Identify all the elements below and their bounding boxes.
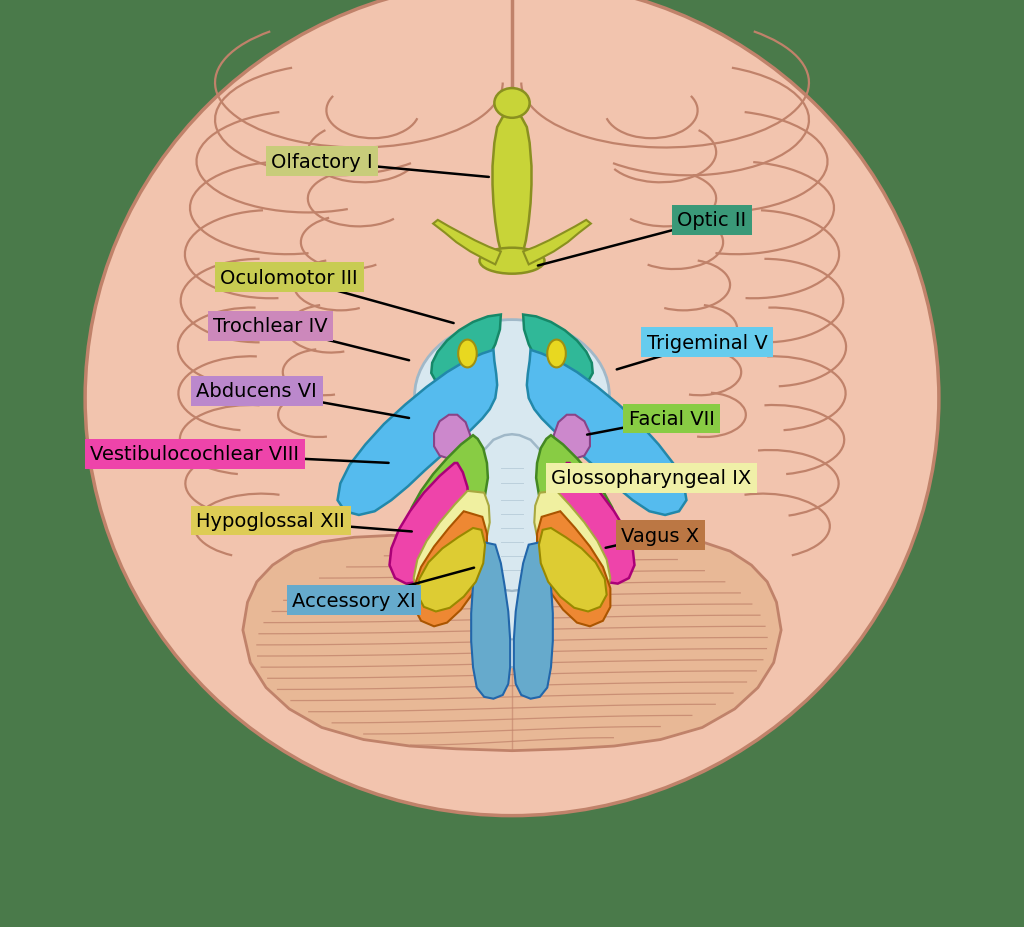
Text: Hypoglossal XII: Hypoglossal XII <box>197 512 345 530</box>
Polygon shape <box>493 113 531 260</box>
Polygon shape <box>554 415 590 460</box>
Ellipse shape <box>495 89 529 119</box>
Polygon shape <box>389 464 468 584</box>
Ellipse shape <box>479 248 545 274</box>
Polygon shape <box>492 590 532 660</box>
Polygon shape <box>338 350 498 515</box>
Polygon shape <box>406 436 487 560</box>
Polygon shape <box>539 528 606 612</box>
Text: Oculomotor III: Oculomotor III <box>220 269 358 287</box>
Text: Optic II: Optic II <box>677 211 746 230</box>
Polygon shape <box>527 350 686 515</box>
Text: Vagus X: Vagus X <box>622 527 699 545</box>
Text: Vestibulocochlear VIII: Vestibulocochlear VIII <box>90 445 299 464</box>
Polygon shape <box>471 542 510 699</box>
Polygon shape <box>537 512 610 627</box>
Polygon shape <box>243 536 781 751</box>
Polygon shape <box>434 415 470 460</box>
Ellipse shape <box>547 340 566 368</box>
Text: Abducens VI: Abducens VI <box>197 382 317 400</box>
Polygon shape <box>418 528 485 612</box>
Polygon shape <box>535 491 610 601</box>
Ellipse shape <box>458 340 477 368</box>
Polygon shape <box>433 221 501 265</box>
Ellipse shape <box>85 0 939 816</box>
Text: Trigeminal V: Trigeminal V <box>646 334 767 352</box>
Text: Glossopharyngeal IX: Glossopharyngeal IX <box>551 469 752 488</box>
Ellipse shape <box>415 321 609 474</box>
Polygon shape <box>537 436 618 560</box>
Text: Olfactory I: Olfactory I <box>271 153 373 171</box>
Polygon shape <box>414 512 487 627</box>
Polygon shape <box>556 464 635 584</box>
Text: Trochlear IV: Trochlear IV <box>213 317 328 336</box>
Text: Accessory XI: Accessory XI <box>293 591 416 610</box>
Polygon shape <box>523 221 591 265</box>
Polygon shape <box>431 315 501 387</box>
Text: Facial VII: Facial VII <box>629 410 715 428</box>
Polygon shape <box>471 435 553 591</box>
Polygon shape <box>523 315 593 387</box>
Polygon shape <box>514 542 553 699</box>
Polygon shape <box>414 491 489 601</box>
Ellipse shape <box>489 640 535 667</box>
